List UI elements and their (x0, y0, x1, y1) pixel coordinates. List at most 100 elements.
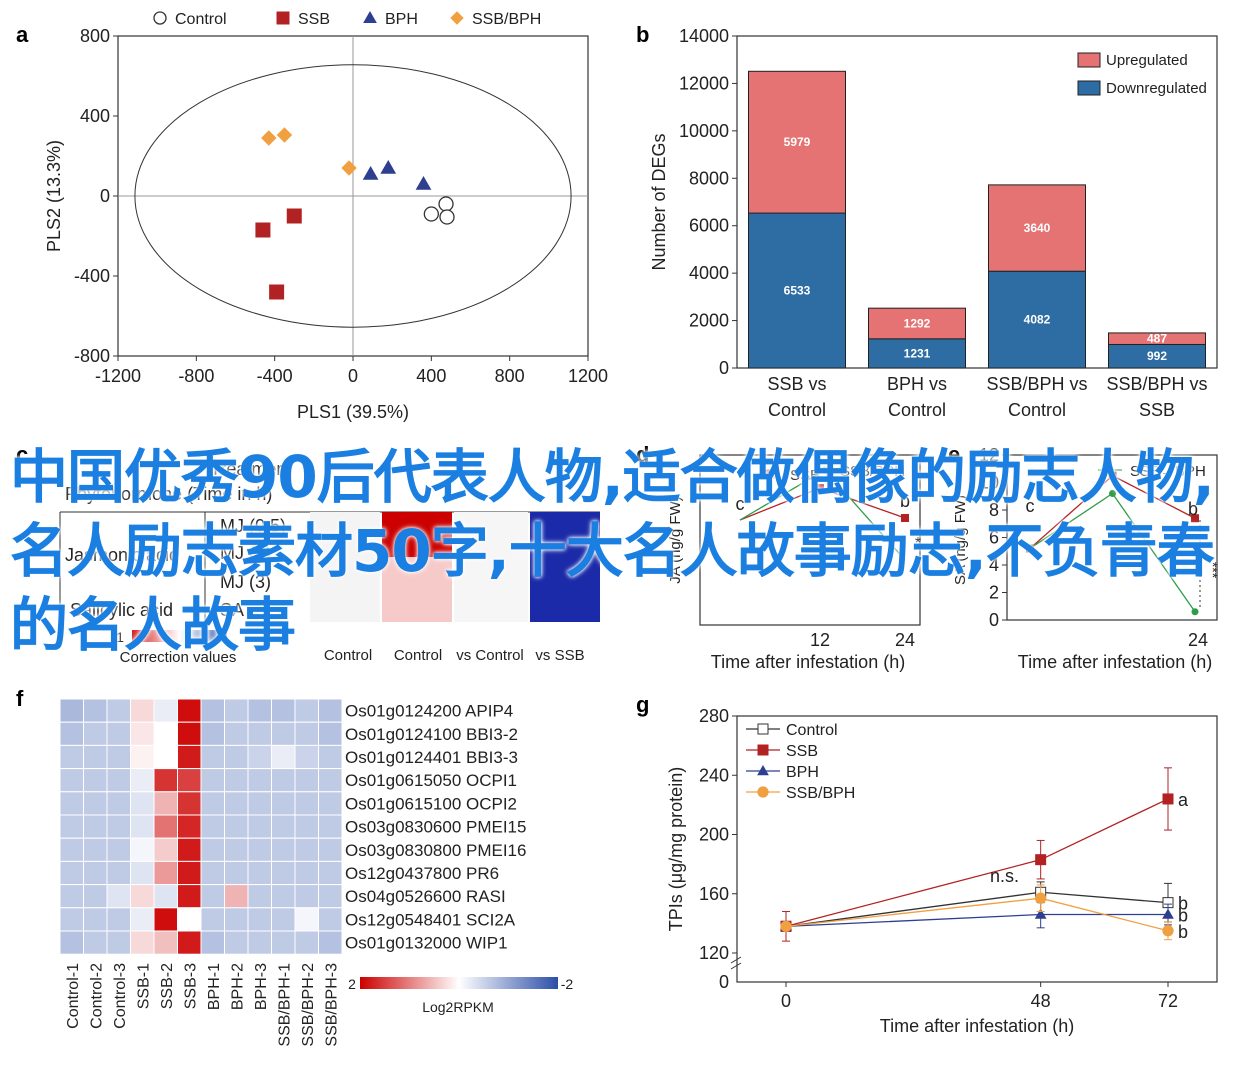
significance-letter: c (1026, 496, 1035, 516)
heat-cell (271, 744, 296, 770)
heat-cell (153, 837, 178, 862)
heat-cell (200, 884, 225, 909)
bar-upregulated (988, 184, 1086, 272)
heat-cell (247, 837, 272, 862)
heat-cell (153, 907, 178, 932)
heat-cell (130, 837, 155, 862)
heat-cell (153, 768, 178, 793)
heat-cell (294, 884, 319, 909)
heat-cell (200, 907, 225, 932)
axis-break (730, 956, 742, 970)
data-point (1191, 514, 1199, 523)
y-tick-label: 6000 (689, 216, 729, 236)
legend-marker (450, 11, 464, 25)
panel-label: a (16, 22, 29, 47)
data-point (901, 514, 909, 522)
heat-cell (130, 907, 155, 932)
heat-cell (200, 744, 225, 770)
data-point (1191, 608, 1199, 616)
y-tick-label: 0 (989, 610, 999, 630)
panel-a: a-1200 -800 -400 0 400 800 1200-800-4000400800… (16, 10, 608, 422)
heat-cell (177, 814, 202, 839)
col-label: Control-3 (112, 963, 129, 1029)
data-point (380, 159, 397, 174)
col-label: BPH-2 (229, 963, 246, 1010)
heat-cell (271, 791, 296, 816)
x-tick-label: Control (768, 400, 826, 420)
heat-cell (106, 837, 131, 862)
significance-letter: a (825, 462, 836, 482)
panel-label: b (636, 22, 649, 47)
heat-cell (318, 698, 343, 723)
heat-cell (59, 860, 84, 886)
series-line (1029, 474, 1196, 549)
heat-cell (318, 860, 343, 886)
significance-letter: b (1178, 894, 1188, 914)
heat-cell (247, 744, 272, 770)
y-tick-label: 400 (80, 106, 110, 126)
col-label: SSB-1 (135, 963, 152, 1009)
legend-label: SSB→BPH (1130, 463, 1206, 480)
heat-cell (294, 744, 319, 770)
y-tick-label: 8 (989, 500, 999, 520)
heat-cell (59, 768, 84, 793)
heat-cell (59, 884, 84, 909)
heat-cell (59, 814, 84, 839)
panel-b: b 0 2000 4000 6000 8000 10000 12000 14000 Number … (636, 22, 1218, 420)
heat-cell (271, 860, 296, 886)
heat-cell (130, 744, 155, 770)
data-point (1162, 908, 1174, 919)
legend-label: BPH (385, 11, 418, 28)
heat-cell (200, 791, 225, 816)
heat-cell (59, 837, 84, 862)
heat-cell (294, 907, 319, 932)
x-tick-label: Control (888, 400, 946, 420)
row-label: MJ (1) (220, 543, 271, 563)
annotation-text: n.s. (990, 866, 1019, 886)
heat-cell (59, 930, 84, 955)
col-label: Control (324, 647, 372, 664)
heat-cell (247, 860, 272, 886)
significance-letter: b (1178, 905, 1188, 925)
heat-cell (83, 698, 108, 723)
x-tick-label: SSB (1139, 400, 1175, 420)
legend-label: Upregulated (1106, 52, 1188, 69)
heat-cell (318, 814, 343, 839)
heat-cell (153, 860, 178, 886)
data-point (1035, 892, 1047, 904)
x-tick-label: 1200 (568, 366, 608, 386)
heat-cell (59, 907, 84, 932)
heat-cell (106, 698, 131, 723)
data-point (1034, 908, 1047, 919)
x-tick-label: 72 (1158, 991, 1178, 1011)
x-axis-label: Time after infestation (h) (880, 1016, 1074, 1036)
heat-cell (318, 721, 343, 746)
heat-cell (130, 768, 155, 793)
significance-letter: b (1188, 499, 1198, 519)
x-axis-label: Time after infestation (h) (1018, 652, 1212, 672)
heat-cell (294, 698, 319, 723)
y-tick-label: 280 (699, 706, 729, 726)
heat-cell (271, 721, 296, 746)
x-tick-label: 800 (495, 366, 525, 386)
legend-label: SSB/BPH (840, 463, 905, 480)
heat-cell (382, 512, 452, 557)
colorbar-tick: 2 (348, 976, 356, 992)
heat-cell (200, 768, 225, 793)
row-label: Os03g0830600 PMEI15 (345, 818, 526, 837)
heat-cell (177, 930, 202, 955)
legend-marker (153, 11, 167, 25)
legend-label: BPH (786, 764, 819, 781)
row-label: Os01g0124100 BBI3-2 (345, 725, 518, 744)
y-tick-label: 240 (699, 765, 729, 785)
col-label: Control (394, 647, 442, 664)
bar-downregulated (748, 212, 846, 369)
data-point (1109, 490, 1116, 497)
heat-cell (247, 884, 272, 909)
plot-frame (736, 35, 1218, 369)
legend-label: Control (786, 722, 838, 739)
significance-letter: a (1178, 790, 1189, 810)
heat-cell (271, 768, 296, 793)
heat-cell (177, 907, 202, 932)
heat-cell (271, 698, 296, 723)
